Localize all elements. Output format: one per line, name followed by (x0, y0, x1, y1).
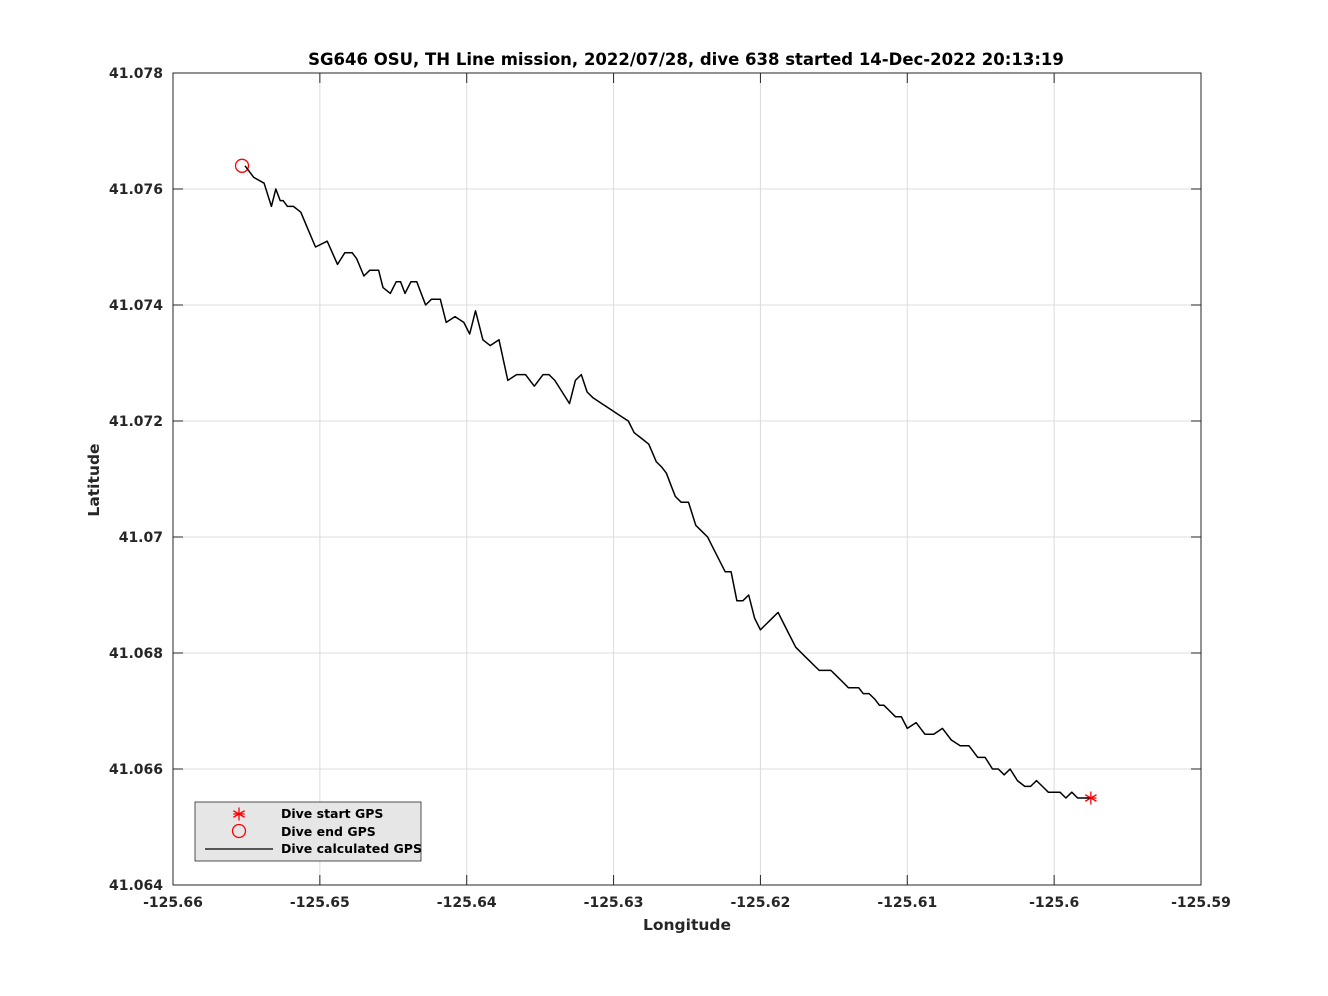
plot-area (173, 73, 1201, 885)
legend-asterisk-marker (233, 807, 245, 821)
grid (173, 73, 1201, 885)
y-tick-label: 41.074 (109, 298, 163, 314)
y-tick-label: 41.072 (109, 414, 163, 430)
legend: Dive start GPS Dive end GPS Dive calcula… (194, 801, 422, 862)
y-axis-label: Latitude (85, 443, 103, 516)
y-tick-labels: 41.064 41.066 41.068 41.07 41.072 41.074 41.07… (109, 66, 163, 894)
x-tick-label: -125.59 (1171, 895, 1231, 911)
y-tick-label: 41.076 (109, 182, 163, 198)
x-axis-label: Longitude (643, 916, 731, 934)
x-tick-label: -125.64 (437, 895, 497, 911)
legend-circle-marker (231, 823, 247, 839)
dive-start-marker (1084, 791, 1097, 805)
y-tick-label: 41.07 (119, 530, 163, 546)
legend-asterisk (233, 807, 245, 821)
legend-label-end: Dive end GPS (281, 824, 376, 839)
x-tick-label: -125.66 (143, 895, 203, 911)
x-tick-label: -125.62 (731, 895, 791, 911)
x-tick-label: -125.65 (290, 895, 350, 911)
y-tick-label: 41.068 (109, 646, 163, 662)
x-tick-label: -125.6 (1029, 895, 1079, 911)
legend-label-track: Dive calculated GPS (281, 841, 422, 856)
y-tick-label: 41.064 (109, 878, 163, 894)
x-tick-label: -125.61 (877, 895, 937, 911)
x-tick-labels: -125.66 -125.65 -125.64 -125.63 -125.62 -125.… (143, 895, 1231, 911)
chart-title: SG646 OSU, TH Line mission, 2022/07/28, … (308, 50, 1064, 69)
axes-box (172, 72, 1202, 886)
y-tick-label: 41.066 (109, 762, 163, 778)
y-tick-label: 41.078 (109, 66, 163, 82)
x-tick-label: -125.63 (584, 895, 644, 911)
legend-label-start: Dive start GPS (281, 806, 383, 821)
dive-end-marker (234, 158, 250, 173)
data-series (234, 158, 1097, 805)
legend-circle (231, 823, 247, 839)
dive-track-line (244, 165, 1090, 799)
